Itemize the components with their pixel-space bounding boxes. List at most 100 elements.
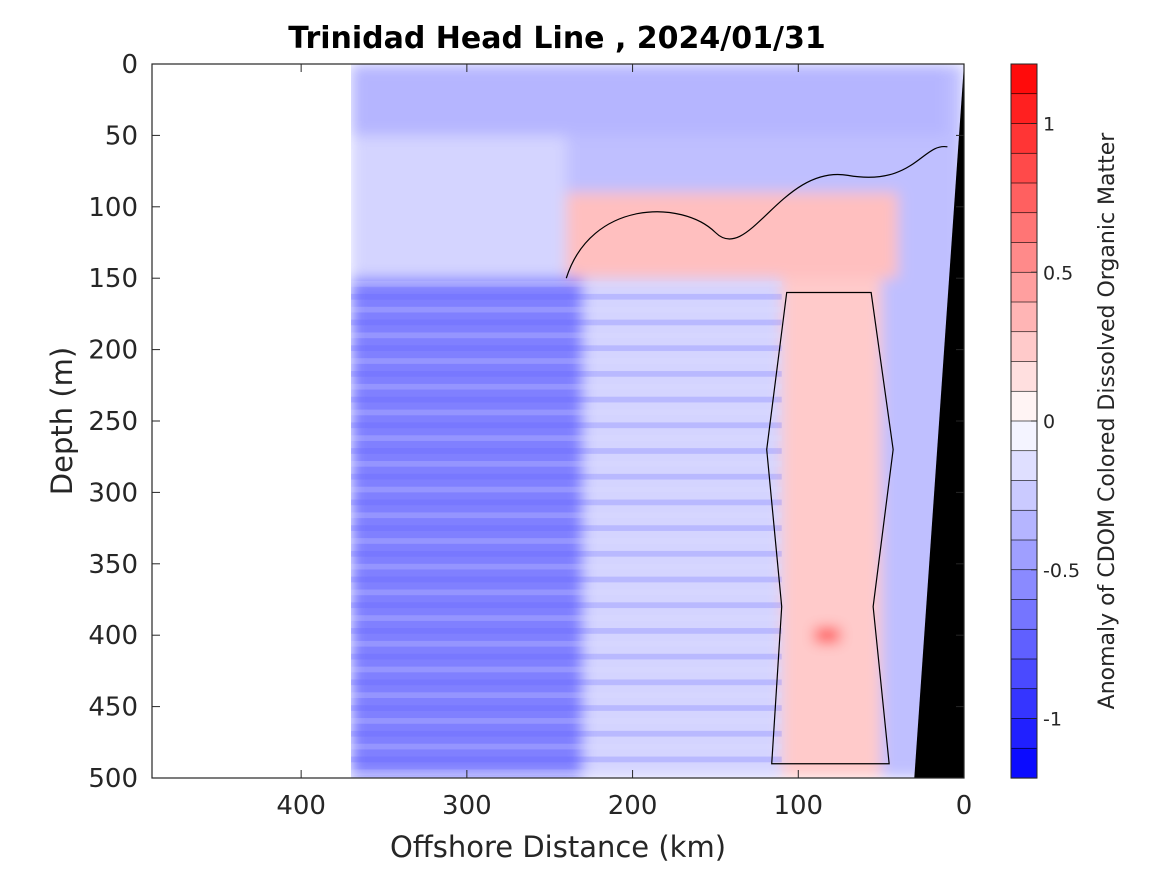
colorbar-cell — [1010, 509, 1038, 541]
colorbar-cell — [1010, 63, 1038, 95]
colorbar-cell — [1010, 569, 1038, 601]
texture-band — [351, 358, 782, 364]
texture-band — [351, 435, 782, 441]
colorbar-cell — [1010, 152, 1038, 184]
texture-band — [351, 486, 782, 493]
texture-band — [351, 281, 782, 287]
texture-band — [351, 499, 782, 506]
texture-band — [351, 512, 782, 519]
texture-band — [351, 563, 782, 570]
colorbar-title: Anomaly of CDOM Colored Dissolved Organi… — [1095, 132, 1120, 710]
colorbar-cell — [1010, 599, 1038, 630]
colorbar-cell — [1010, 450, 1038, 482]
colorbar-tick-label: 0 — [1043, 411, 1055, 433]
seafloor-mask — [914, 64, 964, 778]
colorbar-tick-label: 0.5 — [1043, 262, 1073, 284]
texture-band — [351, 525, 782, 531]
y-tick-label: 150 — [88, 264, 138, 294]
zero-contour-mid — [766, 291, 894, 765]
texture-band — [351, 705, 782, 711]
texture-band — [351, 473, 782, 480]
x-tick-label: 300 — [442, 791, 492, 821]
chart-title: Trinidad Head Line , 2024/01/31 — [288, 21, 825, 56]
y-axis: 0 50 100 150 200 250 300 350 400 450 500 — [88, 50, 964, 794]
x-tick-label: 400 — [276, 791, 326, 821]
texture-band — [351, 576, 782, 583]
texture-band — [351, 602, 782, 609]
texture-band — [351, 679, 782, 686]
texture-band — [351, 396, 782, 403]
anomaly-region-6 — [781, 278, 882, 778]
colorbar-tick-label: -0.5 — [1043, 560, 1080, 582]
colorbar-cell — [1010, 718, 1038, 749]
x-axis-title: Offshore Distance (km) — [390, 830, 726, 864]
colorbar-cell — [1010, 301, 1038, 333]
colorbar-cell — [1010, 271, 1038, 303]
plot-area — [151, 63, 965, 779]
anomaly-region-4 — [351, 278, 583, 778]
texture-band — [351, 628, 782, 634]
texture-band — [351, 409, 782, 416]
y-tick-label: 0 — [121, 50, 138, 80]
y-tick-label: 250 — [88, 407, 138, 437]
texture-band — [351, 319, 782, 326]
y-axis-title: Depth (m) — [45, 347, 79, 495]
colorbar-cell — [1010, 182, 1038, 214]
texture-band — [351, 293, 782, 300]
y-tick-label: 300 — [88, 478, 138, 508]
colorbar-cell — [1010, 361, 1038, 392]
texture-band — [351, 538, 782, 544]
texture-band — [351, 640, 782, 647]
texture-band — [351, 345, 782, 352]
texture-band — [351, 718, 782, 724]
y-tick-label: 350 — [88, 550, 138, 580]
colorbar-cell — [1010, 390, 1038, 422]
texture-band — [351, 730, 782, 737]
colorbar-cell — [1010, 242, 1038, 273]
anomaly-region-3 — [566, 192, 898, 279]
texture-band — [351, 666, 782, 673]
texture-band — [351, 306, 782, 313]
colorbar-cell — [1010, 628, 1038, 660]
colorbar-cell — [1010, 480, 1038, 511]
colorbar-cell — [1010, 331, 1038, 363]
texture-band — [351, 422, 782, 429]
colorbar-tick-label: 1 — [1043, 114, 1055, 136]
texture-band — [351, 769, 782, 776]
anomaly-region-7 — [814, 628, 840, 643]
colorbar-cell — [1010, 212, 1038, 244]
zero-contour-upper — [565, 146, 948, 279]
y-tick-label: 500 — [88, 764, 138, 794]
anomaly-region-2 — [351, 64, 948, 136]
colorbar-cell — [1010, 658, 1038, 690]
colorbar-cell — [1010, 93, 1038, 125]
texture-band — [351, 460, 782, 467]
texture-band — [351, 692, 782, 699]
x-tick-label: 100 — [773, 791, 823, 821]
texture-band — [351, 371, 782, 377]
texture-band — [351, 653, 782, 660]
x-tick-label: 0 — [956, 791, 973, 821]
colorbar: 1 0.5 0 -0.5 -1 — [1010, 63, 1080, 779]
texture-band — [351, 383, 782, 390]
anomaly-region-5 — [582, 278, 782, 778]
texture-band — [351, 743, 782, 750]
texture-band — [351, 448, 782, 454]
x-axis: 400 300 200 100 0 — [276, 64, 972, 821]
texture-band — [351, 332, 782, 339]
y-tick-label: 200 — [88, 336, 138, 366]
y-tick-label: 100 — [88, 193, 138, 223]
colorbar-cell — [1010, 420, 1038, 452]
colorbar-cell — [1010, 747, 1038, 779]
texture-band — [351, 615, 782, 621]
y-tick-label: 400 — [88, 621, 138, 651]
texture-band — [351, 550, 782, 557]
texture-band — [351, 589, 782, 596]
colorbar-cell — [1010, 688, 1038, 720]
x-tick-label: 200 — [608, 791, 658, 821]
colorbar-tick-label: -1 — [1043, 709, 1062, 731]
anomaly-field — [351, 64, 964, 778]
colorbar-cell — [1010, 539, 1038, 571]
y-tick-label: 450 — [88, 693, 138, 723]
